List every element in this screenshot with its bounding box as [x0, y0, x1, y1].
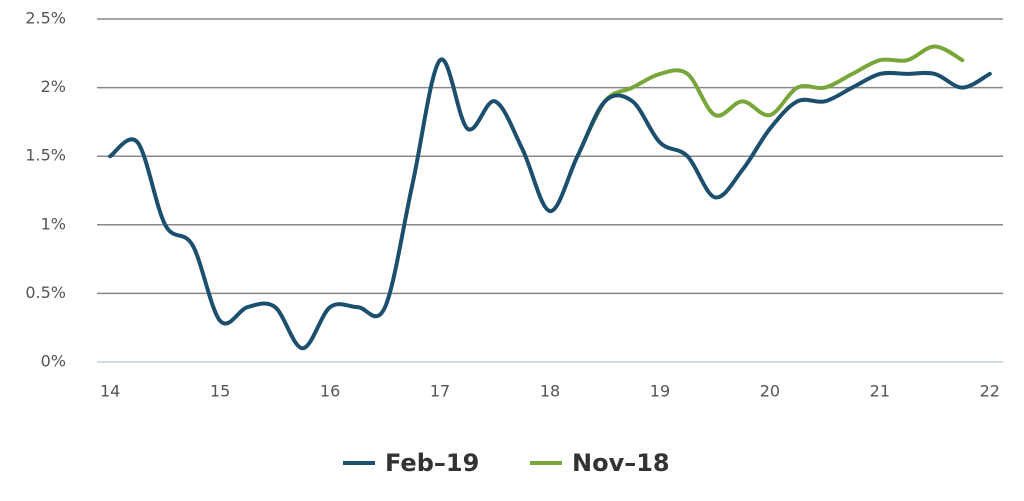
series-line	[575, 44, 965, 159]
y-tick-label: 0%	[41, 352, 66, 371]
x-tick-label: 14	[100, 382, 120, 401]
x-tick-label: 21	[870, 382, 890, 401]
y-tick-label: 1%	[41, 214, 66, 233]
x-tick-label: 17	[430, 382, 450, 401]
legend-label: Nov–18	[572, 449, 670, 477]
x-tick-label: 16	[320, 382, 340, 401]
series-line	[108, 57, 992, 351]
y-tick-label: 2%	[41, 77, 66, 96]
y-tick-label: 0.5%	[25, 283, 66, 302]
x-tick-label: 15	[210, 382, 230, 401]
x-tick-label: 19	[650, 382, 670, 401]
x-tick-label: 18	[540, 382, 560, 401]
legend-label: Feb–19	[385, 449, 479, 477]
y-tick-label: 2.5%	[25, 9, 66, 28]
y-tick-label: 1.5%	[25, 146, 66, 165]
x-tick-label: 20	[760, 382, 780, 401]
x-tick-label: 22	[980, 382, 1000, 401]
